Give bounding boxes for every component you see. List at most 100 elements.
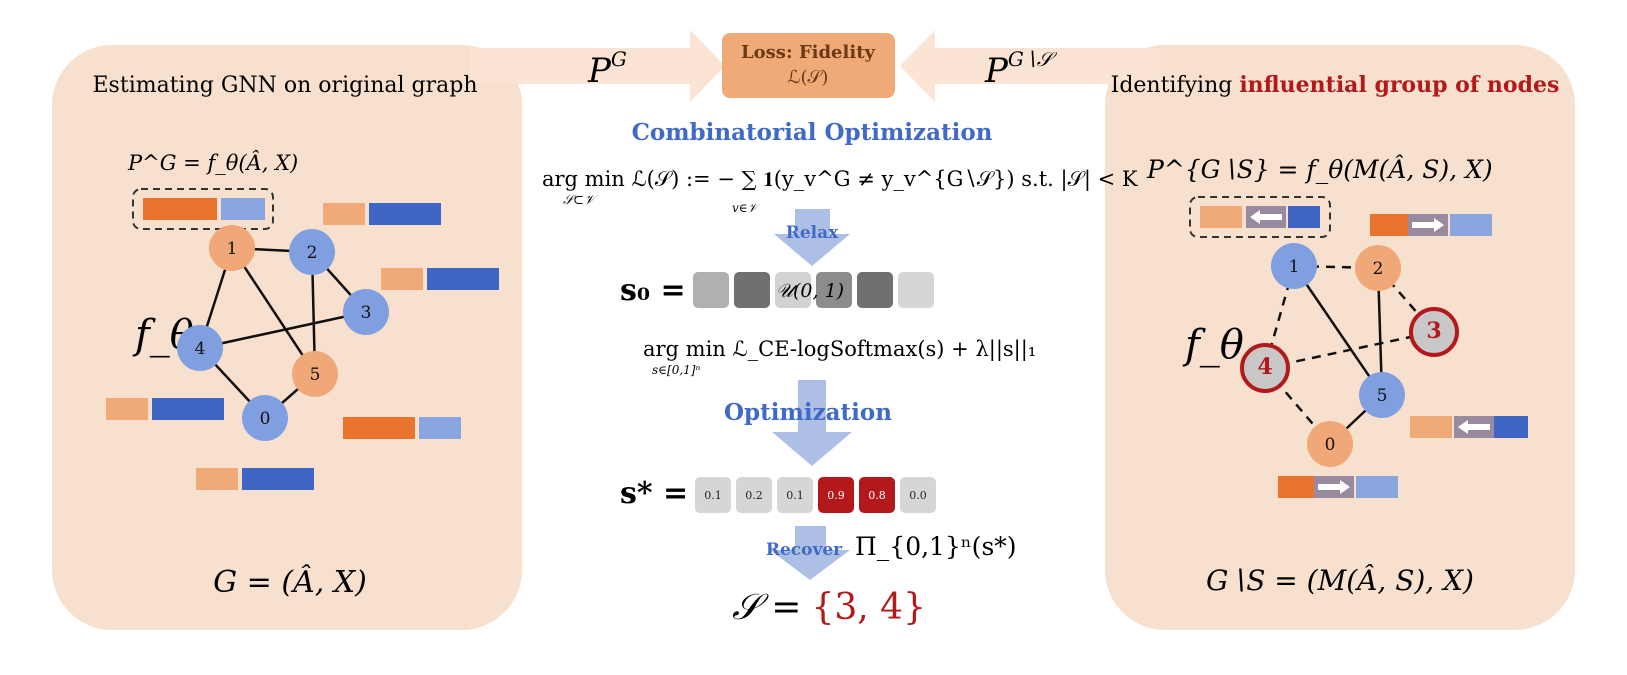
loss-line-1: Loss: Fidelity: [741, 42, 875, 63]
recover-arrow: [770, 526, 850, 580]
graph-node-1: [209, 225, 255, 271]
graph-node-label: 0: [1325, 435, 1336, 455]
graph-edge: [199, 310, 367, 350]
left-flow-arrow: [470, 30, 725, 102]
graph-node-label: 3: [361, 303, 372, 323]
graph-node-label: 5: [1377, 386, 1388, 406]
feat-bar: [1278, 476, 1314, 498]
objective-formula: arg min ℒ(𝒮) := − ∑ 𝟏(y_v^G ≠ y_v^{G∖𝒮})…: [542, 167, 1138, 192]
graph-node-label: 3: [1426, 318, 1441, 344]
s0-vector: [693, 272, 934, 308]
left-graph: 1 2 3 4 5 0: [177, 225, 389, 441]
sstar-value: 0.2: [745, 489, 763, 502]
graph-node-label: 0: [260, 409, 271, 429]
feat-bar: [1494, 416, 1528, 438]
sstar-value: 0.9: [827, 489, 845, 502]
right-panel: [1105, 45, 1575, 630]
graph-node-3: [1409, 307, 1459, 357]
feat-bar: [1356, 476, 1398, 498]
graph-node-3: [343, 289, 389, 335]
relaxed-subscript: s∈[0,1]ⁿ: [652, 363, 700, 377]
graph-node-5: [292, 351, 338, 397]
combinatorial-heading: Combinatorial Optimization: [632, 119, 993, 146]
feat-bar: [152, 398, 224, 420]
sstar-cell-selected: [818, 477, 854, 513]
relaxed-objective: arg min ℒ_CE-logSoftmax(s) + λ||s||₁: [643, 337, 1036, 362]
graph-node-label: 4: [1257, 354, 1272, 380]
graph-node-2: [289, 229, 335, 275]
projection-formula: Π_{0,1}ⁿ(s*): [855, 532, 1017, 561]
graph-node-label: 1: [227, 239, 238, 259]
optimization-label: Optimization: [724, 399, 892, 426]
sstar-cell: [736, 477, 772, 513]
graph-node-label: 2: [1373, 259, 1384, 279]
right-flow-arrow: [900, 30, 1160, 102]
feat-bar: [369, 203, 441, 225]
objective-subscript: 𝒮⊂𝒱: [563, 193, 599, 208]
sstar-value: 0.1: [704, 489, 722, 502]
right-graph-caption: G∖S = (M(Â, S), X): [1206, 564, 1474, 597]
s0-cell: [775, 272, 811, 308]
sstar-value: 0.8: [868, 489, 886, 502]
graph-node-1: [1271, 243, 1317, 289]
right-graph: 1 2 3 4 5 0: [1240, 243, 1459, 467]
s0-overlay: 𝒰(0, 1): [776, 280, 844, 302]
sstar-cell-selected: [859, 477, 895, 513]
right-arrow-label: PG∖𝒮: [984, 47, 1058, 91]
graph-node-label: 2: [307, 243, 318, 263]
feat-bar: [1410, 416, 1452, 438]
loss-box: [722, 33, 895, 98]
left-arrow-icon: [1250, 210, 1282, 224]
objective-sum-subscript: v∈𝒱: [732, 201, 762, 215]
graph-node-0: [1307, 421, 1353, 467]
graph-edge: [230, 247, 317, 375]
loss-line-2: ℒ(𝒮): [788, 67, 829, 88]
feat-bar: [1370, 214, 1408, 236]
right-prediction-box: [1189, 196, 1331, 238]
graph-node-label: 4: [195, 339, 206, 359]
left-graph-nodes: 1 2 3 4 5 0: [177, 225, 389, 441]
relax-label: Relax: [786, 223, 839, 243]
sstar-cell: [695, 477, 731, 513]
sstar-label: s* =: [620, 476, 688, 511]
feat-bar: [427, 268, 499, 290]
feat-bar: [196, 468, 238, 490]
feat-bar: [419, 417, 461, 439]
s0-cell: [857, 272, 893, 308]
left-arrow-label: PG: [587, 47, 627, 91]
right-formula: P^{G∖S} = f_θ(M(Â, S), X): [1146, 155, 1493, 184]
right-panel-title: Identifying influential group of nodes: [1111, 72, 1560, 98]
left-graph-caption: G = (Â, X): [213, 564, 367, 600]
graph-node-2: [1355, 245, 1401, 291]
sstar-cell: [777, 477, 813, 513]
graph-node-4: [1240, 343, 1290, 393]
right-pred-bar-blue: [1288, 206, 1320, 228]
optimization-arrow: [772, 380, 852, 466]
graph-node-label: 1: [1289, 257, 1300, 277]
graph-node-label: 5: [310, 365, 321, 385]
sstar-cell: [900, 477, 936, 513]
right-graph-nodes: 1 2 3 4 5 0: [1240, 243, 1459, 467]
s0-cell: [898, 272, 934, 308]
right-pred-bar-peach: [1200, 206, 1242, 228]
feat-bar: [242, 468, 314, 490]
graph-node-0: [242, 395, 288, 441]
recover-label: Recover: [766, 540, 843, 560]
left-pred-bar-orange: [143, 198, 217, 220]
left-prediction-box: [132, 188, 274, 230]
feat-bar: [381, 268, 423, 290]
left-arrow-icon: [1458, 420, 1490, 434]
graph-node-5: [1359, 372, 1405, 418]
left-panel-title: Estimating GNN on original graph: [93, 73, 478, 98]
feat-bar: [106, 398, 148, 420]
s0-cell: [693, 272, 729, 308]
left-pred-bar-blue: [221, 198, 265, 220]
s0-cell: [734, 272, 770, 308]
graph-node-4: [177, 325, 223, 371]
right-f-theta: f_θ: [1182, 322, 1244, 368]
relax-arrow: [774, 209, 850, 266]
left-panel: [52, 45, 522, 630]
result-formula: 𝒮 = {3, 4}: [732, 587, 926, 628]
graph-edge: [1292, 265, 1384, 396]
